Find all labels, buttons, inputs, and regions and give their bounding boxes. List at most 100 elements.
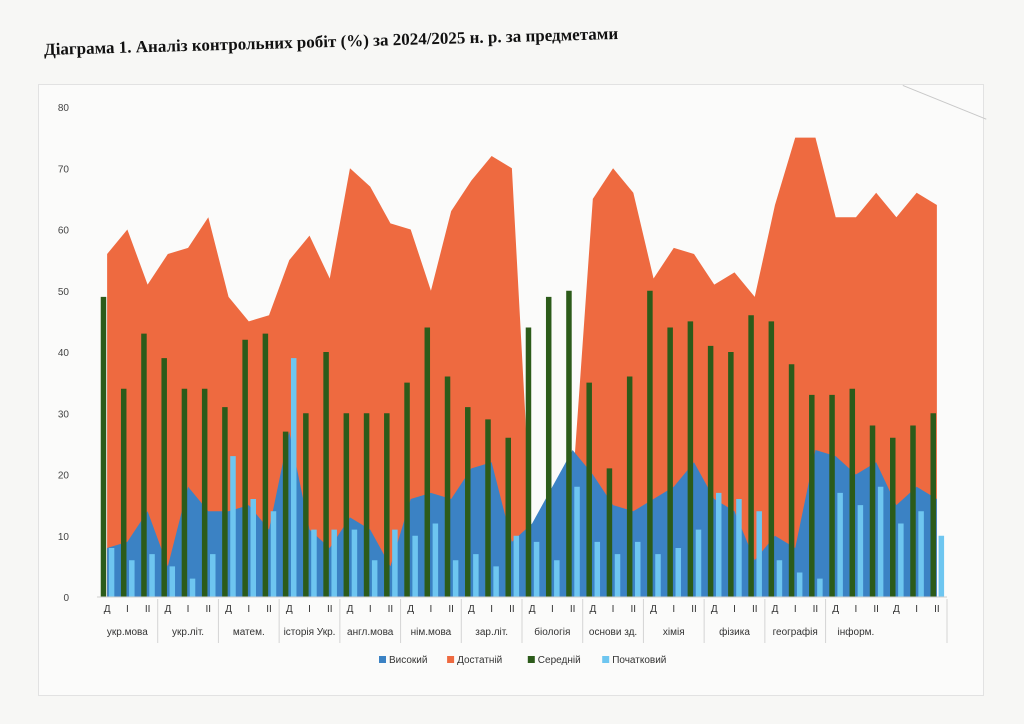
bar-medium (222, 407, 228, 597)
x-tick-label: Д (711, 604, 718, 615)
x-tick-label: Д (832, 604, 839, 615)
group-label: укр.мова (107, 627, 148, 638)
bar-initial (533, 541, 540, 597)
bar-medium (728, 352, 734, 597)
group-label: англ.мова (347, 627, 394, 638)
bar-initial (230, 456, 236, 597)
x-tick-label: І (247, 604, 250, 615)
bar-medium (120, 388, 127, 597)
legend-label: Початковий (612, 655, 666, 666)
y-tick-label: 80 (58, 103, 70, 114)
x-tick-label: ІІ (691, 604, 697, 615)
x-tick-label: І (551, 604, 554, 615)
legend-swatch (379, 656, 386, 663)
bar-initial (675, 548, 681, 597)
x-tick-label: І (490, 604, 493, 615)
bar-medium (485, 419, 491, 597)
bar-medium (181, 388, 188, 597)
chart-area: 0 10 20 30 40 50 60 70 80 Д І ІІ Д І ІІ Д І ІІ Д І ІІ Д І ІІ Д І І… (38, 84, 987, 696)
legend-label: Середній (538, 655, 581, 666)
bar-medium (100, 296, 107, 597)
bar-medium (343, 413, 350, 597)
group-label: фізика (719, 626, 750, 638)
bar-initial (392, 529, 398, 597)
bar-initial (149, 554, 155, 597)
bar-medium (829, 394, 835, 597)
x-tick-label: ІІ (752, 604, 758, 615)
bar-medium (890, 437, 896, 597)
x-tick-label: ІІ (873, 604, 879, 615)
x-tick-label: ІІ (206, 604, 212, 615)
y-tick-label: 0 (63, 593, 69, 604)
legend-swatch (527, 656, 535, 663)
x-tick-label: І (672, 604, 675, 615)
x-tick-label: ІІ (145, 604, 151, 615)
x-tick-label: ІІ (388, 604, 394, 615)
bar-initial (412, 535, 418, 597)
bar-initial (776, 560, 783, 597)
group-label: зар.літ. (475, 627, 508, 638)
legend-label: Високий (389, 655, 427, 666)
y-tick-label: 60 (58, 226, 70, 237)
bar-initial (736, 499, 742, 597)
x-tick-label: І (794, 604, 797, 615)
bar-initial (857, 505, 864, 597)
bar-initial (594, 541, 601, 597)
x-tick-label: Д (225, 604, 232, 615)
x-tick-label: Д (529, 604, 536, 615)
x-tick-label: Д (407, 604, 414, 615)
bar-initial (554, 560, 560, 597)
bar-initial (210, 554, 216, 597)
x-tick-label: ІІ (266, 604, 272, 615)
bar-initial (371, 560, 378, 597)
x-tick-label: І (915, 604, 918, 615)
bar-medium (869, 425, 876, 597)
bar-medium (768, 321, 775, 597)
bar-medium (788, 364, 795, 597)
bar-initial (756, 511, 762, 597)
x-tick-label: ІІ (813, 604, 819, 615)
bar-medium (606, 468, 613, 597)
group-label: хімія (663, 627, 685, 638)
chart-title: Діаграма 1. Аналіз контрольних робіт (%)… (43, 23, 619, 59)
legend-swatch (602, 656, 610, 663)
bar-initial (655, 554, 661, 597)
bar-medium (323, 352, 329, 597)
bar-initial (169, 566, 176, 597)
bar-initial (432, 523, 439, 597)
x-tick-label: Д (589, 604, 596, 615)
x-tick-label: І (855, 604, 858, 615)
group-label: біологія (534, 626, 570, 638)
x-tick-label: Д (286, 604, 293, 615)
group-label: матем. (233, 627, 265, 638)
group-label: укр.літ. (172, 627, 204, 638)
bar-medium (404, 382, 410, 597)
bar-initial (250, 499, 256, 597)
y-tick-label: 30 (58, 409, 70, 420)
x-tick-label: ІІ (631, 604, 637, 615)
bar-medium (566, 290, 572, 597)
y-tick-label: 50 (58, 287, 70, 298)
x-tick-label: Д (893, 604, 900, 615)
bar-initial (938, 535, 945, 597)
bar-initial (715, 492, 722, 597)
bar-medium (201, 388, 208, 597)
bar-medium (647, 290, 653, 597)
bar-medium (849, 388, 856, 597)
bar-initial (331, 529, 337, 597)
x-tick-label: І (308, 604, 311, 615)
bar-initial (574, 486, 580, 597)
y-tick-label: 40 (58, 348, 70, 359)
y-tick-label: 20 (58, 471, 70, 482)
bar-initial (189, 578, 196, 597)
bar-initial (918, 511, 924, 597)
x-tick-label: І (612, 604, 615, 615)
bar-initial (877, 486, 884, 597)
bar-medium (910, 425, 916, 597)
x-tick-label: Д (468, 604, 475, 615)
bar-medium (930, 413, 936, 597)
bar-medium (545, 296, 552, 597)
group-label: інформ. (838, 626, 875, 638)
x-tick-label: І (369, 604, 372, 615)
